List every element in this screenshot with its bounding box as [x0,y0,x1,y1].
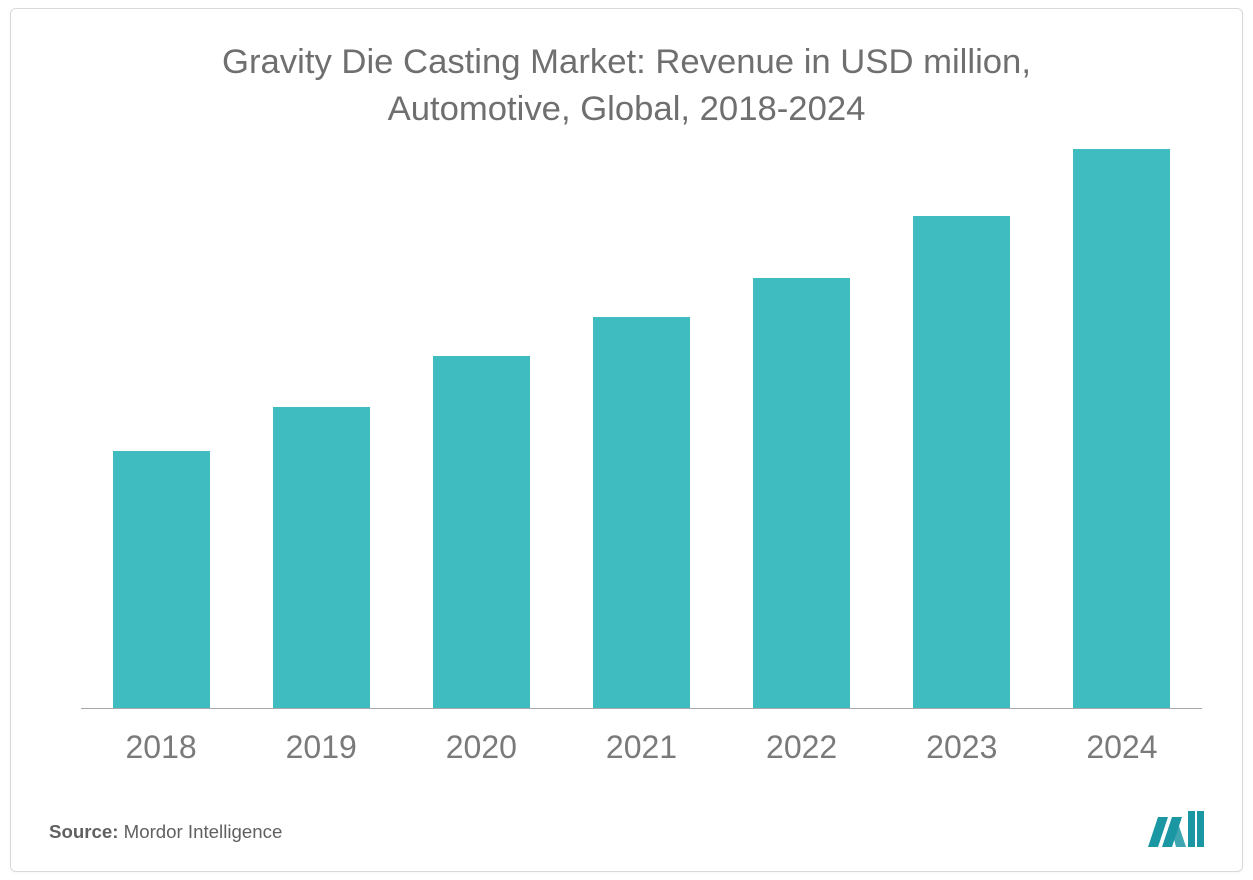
chart-bar-slot [241,149,401,709]
chart-bar [273,407,370,709]
chart-bar [753,278,850,709]
chart-bar-slot [561,149,721,709]
chart-bar [433,356,530,709]
chart-bar [113,451,210,709]
chart-card: Gravity Die Casting Market: Revenue in U… [10,8,1243,872]
chart-x-axis-label: 2019 [241,729,401,766]
chart-x-axis-label: 2020 [401,729,561,766]
source-label: Source: [49,821,118,842]
chart-x-axis-labels: 2018201920202021202220232024 [81,729,1202,766]
chart-baseline [81,708,1202,709]
mordor-intelligence-logo-icon [1148,811,1204,847]
chart-bar-slot [81,149,241,709]
chart-title-line2: Automotive, Global, 2018-2024 [11,86,1242,133]
chart-x-axis-label: 2021 [561,729,721,766]
chart-x-axis-label: 2022 [722,729,882,766]
chart-bar [1073,149,1170,709]
source-attribution: Source: Mordor Intelligence [49,821,282,843]
chart-bar [913,216,1010,709]
chart-bar-slot [401,149,561,709]
chart-title-line1: Gravity Die Casting Market: Revenue in U… [11,39,1242,86]
chart-bar [593,317,690,709]
chart-bar-slot [722,149,882,709]
chart-x-axis-label: 2018 [81,729,241,766]
chart-bars [81,149,1202,709]
source-value: Mordor Intelligence [124,821,283,842]
chart-title: Gravity Die Casting Market: Revenue in U… [11,9,1242,133]
chart-x-axis-label: 2024 [1042,729,1202,766]
chart-bar-slot [1042,149,1202,709]
chart-bar-slot [882,149,1042,709]
chart-plot-area [81,149,1202,709]
chart-x-axis-label: 2023 [882,729,1042,766]
